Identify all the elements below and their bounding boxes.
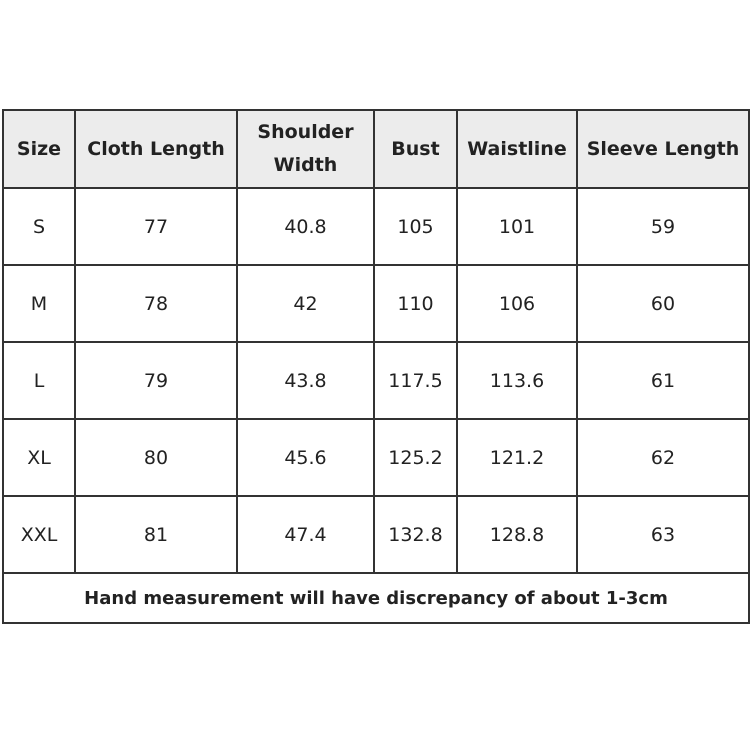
cell-bust: 125.2 bbox=[373, 418, 458, 497]
cell-cloth-length: 80 bbox=[74, 418, 238, 497]
table-row: M 78 42 110 106 60 bbox=[2, 264, 750, 343]
cell-shoulder-width: 45.6 bbox=[236, 418, 375, 497]
table-row: L 79 43.8 117.5 113.6 61 bbox=[2, 341, 750, 420]
cell-bust: 110 bbox=[373, 264, 458, 343]
header-shoulder-width: Shoulder Width bbox=[236, 109, 375, 189]
cell-sleeve-length: 63 bbox=[576, 495, 750, 574]
note-row: Hand measurement will have discrepancy o… bbox=[2, 572, 750, 624]
table-row: XL 80 45.6 125.2 121.2 62 bbox=[2, 418, 750, 497]
header-row: Size Cloth Length Shoulder Width Bust Wa… bbox=[2, 109, 750, 189]
cell-waistline: 101 bbox=[456, 187, 578, 266]
cell-shoulder-width: 42 bbox=[236, 264, 375, 343]
table-row: S 77 40.8 105 101 59 bbox=[2, 187, 750, 266]
cell-sleeve-length: 59 bbox=[576, 187, 750, 266]
cell-sleeve-length: 60 bbox=[576, 264, 750, 343]
table-row: XXL 81 47.4 132.8 128.8 63 bbox=[2, 495, 750, 574]
cell-waistline: 121.2 bbox=[456, 418, 578, 497]
cell-sleeve-length: 62 bbox=[576, 418, 750, 497]
header-sleeve-length: Sleeve Length bbox=[576, 109, 750, 189]
cell-waistline: 106 bbox=[456, 264, 578, 343]
cell-size: L bbox=[2, 341, 76, 420]
header-waistline: Waistline bbox=[456, 109, 578, 189]
cell-bust: 105 bbox=[373, 187, 458, 266]
size-chart-table: Size Cloth Length Shoulder Width Bust Wa… bbox=[2, 109, 750, 624]
cell-size: S bbox=[2, 187, 76, 266]
cell-size: M bbox=[2, 264, 76, 343]
cell-size: XXL bbox=[2, 495, 76, 574]
cell-sleeve-length: 61 bbox=[576, 341, 750, 420]
cell-cloth-length: 77 bbox=[74, 187, 238, 266]
cell-bust: 132.8 bbox=[373, 495, 458, 574]
cell-waistline: 113.6 bbox=[456, 341, 578, 420]
cell-cloth-length: 78 bbox=[74, 264, 238, 343]
cell-shoulder-width: 47.4 bbox=[236, 495, 375, 574]
cell-waistline: 128.8 bbox=[456, 495, 578, 574]
header-bust: Bust bbox=[373, 109, 458, 189]
header-size: Size bbox=[2, 109, 76, 189]
cell-bust: 117.5 bbox=[373, 341, 458, 420]
cell-shoulder-width: 40.8 bbox=[236, 187, 375, 266]
header-cloth-length: Cloth Length bbox=[74, 109, 238, 189]
cell-shoulder-width: 43.8 bbox=[236, 341, 375, 420]
measurement-note: Hand measurement will have discrepancy o… bbox=[2, 572, 750, 624]
cell-size: XL bbox=[2, 418, 76, 497]
cell-cloth-length: 81 bbox=[74, 495, 238, 574]
cell-cloth-length: 79 bbox=[74, 341, 238, 420]
